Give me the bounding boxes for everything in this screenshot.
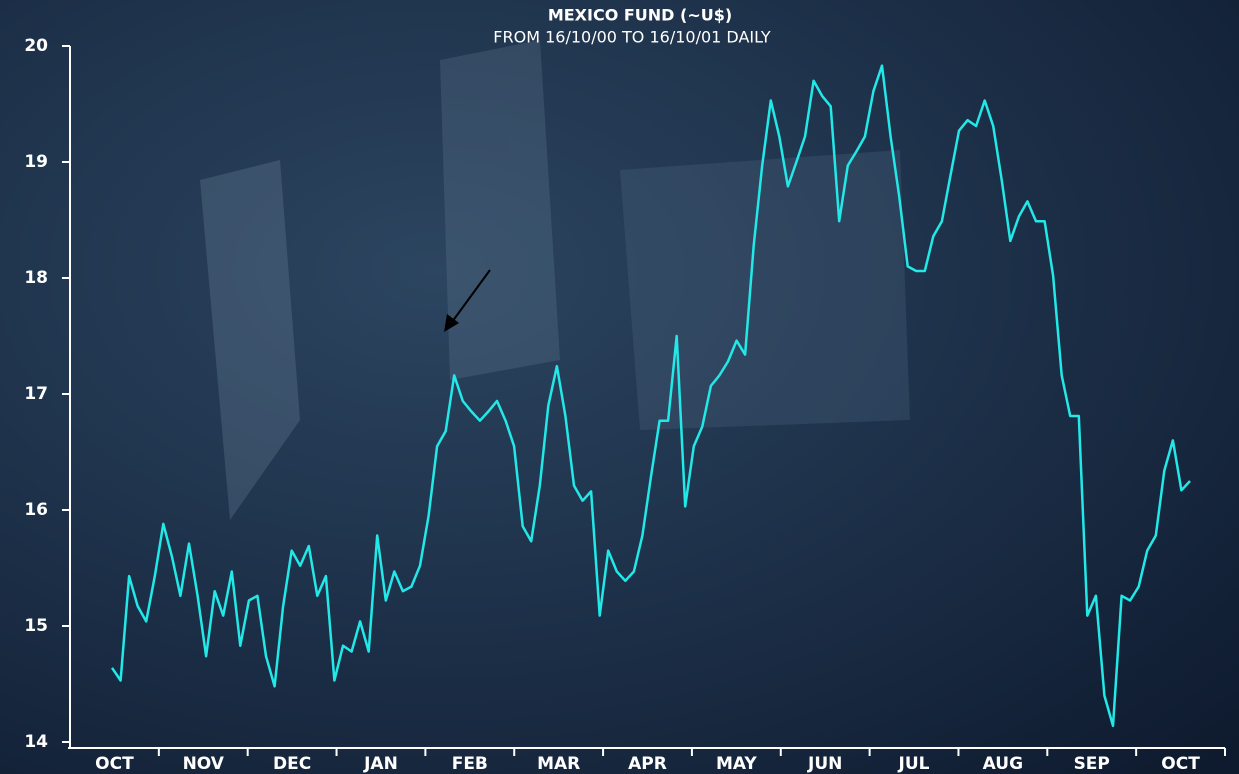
y-tick-label: 16 xyxy=(24,500,48,520)
x-tick-label: APR xyxy=(628,754,667,774)
chart-title: MEXICO FUND (~U$) xyxy=(548,6,732,25)
backdrop-shapes xyxy=(200,40,910,520)
y-tick-label: 14 xyxy=(24,732,48,752)
x-tick-label: NOV xyxy=(183,754,225,774)
x-tick-label: OCT xyxy=(95,754,134,774)
y-tick-label: 18 xyxy=(24,268,48,288)
y-tick-label: 15 xyxy=(24,616,48,636)
arrow-head xyxy=(444,314,459,332)
arrow xyxy=(451,269,491,323)
x-tick-label: JUL xyxy=(898,754,930,774)
y-tick-label: 17 xyxy=(24,384,48,404)
x-tick-label: FEB xyxy=(452,754,488,774)
price-line xyxy=(110,64,1191,728)
x-tick-label: MAY xyxy=(716,754,757,774)
y-tick-label: 20 xyxy=(24,36,48,56)
x-tick-label: SEP xyxy=(1074,754,1110,774)
x-tick-label: MAR xyxy=(537,754,580,774)
x-tick-label: AUG xyxy=(983,754,1023,774)
x-tick-label: JUN xyxy=(807,754,842,774)
chart-subtitle: FROM 16/10/00 TO 16/10/01 DAILY xyxy=(493,28,771,47)
x-tick-label: JAN xyxy=(363,754,398,774)
y-tick-label: 19 xyxy=(24,152,48,172)
x-tick-label: OCT xyxy=(1161,754,1200,774)
x-tick-label: DEC xyxy=(273,754,311,774)
